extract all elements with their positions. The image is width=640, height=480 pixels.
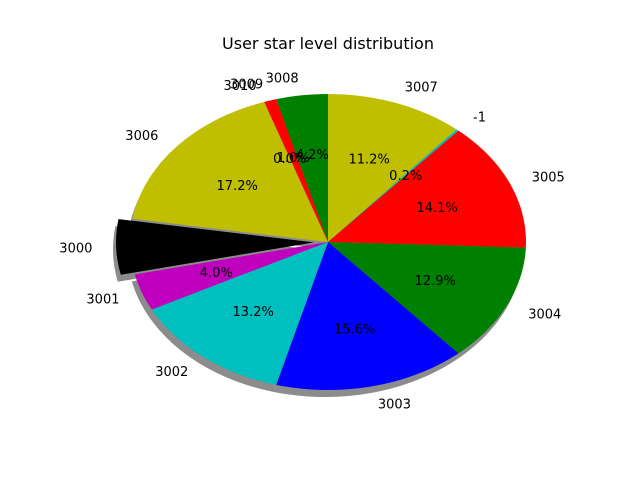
slice-percent-3010: 0.0% — [273, 152, 306, 167]
slice-label-3010: 3010 — [224, 79, 257, 94]
slice-label-3007: 3007 — [405, 81, 438, 96]
slice-label-3006: 3006 — [125, 129, 158, 144]
chart-title: User star level distribution — [222, 34, 434, 53]
slice-label-3008: 3008 — [266, 72, 299, 87]
pie-slice-3003 — [276, 242, 459, 390]
slice-percent-3007: 11.2% — [348, 153, 389, 168]
slice-label-3005: 3005 — [532, 170, 565, 185]
slice-layer — [116, 94, 526, 390]
slice-label-3000: 3000 — [59, 242, 92, 257]
slice-percent-3009: 1.0% — [277, 151, 310, 166]
pie-slice-3004 — [328, 242, 526, 354]
pie-slice-3005 — [328, 130, 526, 248]
pie-slice-3008 — [276, 94, 328, 242]
slice-percent-3001: 4.0% — [200, 266, 233, 281]
pie-slice-3002 — [151, 242, 328, 385]
slice-percent-3002: 13.2% — [233, 305, 274, 320]
slice-percent-3004: 12.9% — [415, 274, 456, 289]
slice-label-3003: 3003 — [378, 398, 411, 413]
slice-label-3009: 3009 — [230, 78, 263, 93]
pie-slice-3006 — [132, 101, 328, 242]
slice-label-1: -1 — [473, 111, 486, 126]
slice-label-3001: 3001 — [86, 292, 119, 307]
slice-percent-3006: 17.2% — [217, 179, 258, 194]
pie-slice-1 — [328, 129, 459, 242]
pie-slice-3000 — [116, 219, 315, 275]
slice-percent-3005: 14.1% — [416, 201, 457, 216]
pie-slice-3009 — [264, 99, 328, 242]
slice-label-3004: 3004 — [528, 307, 561, 322]
slice-label-3002: 3002 — [155, 365, 188, 380]
label-layer: 3007 11.2% -1 0.2% 3005 14.1% 3004 12.9% 3003 15.… — [59, 72, 564, 413]
pie-slice-3007 — [328, 94, 457, 242]
slice-percent-3003: 15.6% — [334, 323, 375, 338]
pie-slice-3001 — [134, 242, 328, 310]
slice-percent-1: 0.2% — [389, 169, 422, 184]
slice-percent-3008: 4.2% — [296, 148, 329, 163]
